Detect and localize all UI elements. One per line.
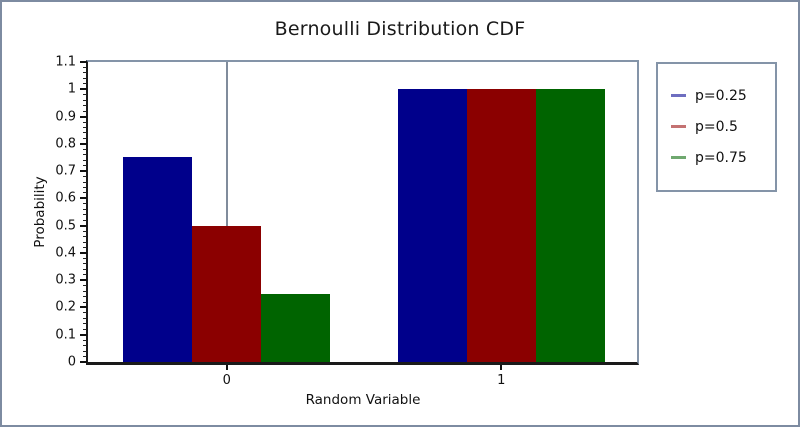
- legend-item-label: p=0.5: [695, 118, 738, 135]
- y-minor-tick: [83, 77, 87, 79]
- x-tick: [225, 365, 228, 370]
- y-minor-tick: [83, 290, 87, 292]
- y-major-tick: [80, 251, 87, 254]
- plot-area: 0 0.1 0.2 0.3 0.4 0.5 0.6 0.7 0.8 0.9 1 1.1 0 1: [55, 56, 639, 388]
- bar-p0.25-cat1: [397, 89, 467, 362]
- y-minor-tick: [83, 154, 87, 156]
- y-minor-tick: [83, 214, 87, 216]
- y-minor-tick: [83, 192, 87, 194]
- y-minor-tick: [83, 236, 87, 238]
- y-minor-tick: [83, 137, 87, 139]
- y-minor-tick: [83, 66, 87, 68]
- y-tick-label: 0.9: [55, 109, 76, 125]
- legend-line-marker-icon: [671, 125, 686, 128]
- y-minor-tick: [83, 328, 87, 330]
- y-major-tick: [80, 88, 87, 91]
- y-major-tick: [80, 170, 87, 173]
- origin-gridline: [225, 62, 228, 362]
- y-minor-tick: [83, 274, 87, 276]
- legend-item: p=0.5: [658, 111, 775, 142]
- y-major-tick: [80, 197, 87, 200]
- y-minor-tick: [83, 203, 87, 205]
- y-minor-tick: [83, 339, 87, 341]
- legend: p=0.25 p=0.5 p=0.75: [656, 62, 777, 192]
- x-tick: [500, 365, 503, 370]
- y-major-tick: [80, 306, 87, 309]
- y-major-tick: [80, 142, 87, 145]
- y-minor-tick: [83, 110, 87, 112]
- y-minor-tick: [83, 230, 87, 232]
- y-tick-label: 0.2: [55, 299, 76, 315]
- y-tick-label: 0.5: [55, 218, 76, 234]
- y-minor-tick: [83, 345, 87, 347]
- y-minor-tick: [83, 257, 87, 259]
- y-tick-label: 0.1: [55, 327, 76, 343]
- y-tick-label: 0.4: [55, 245, 76, 261]
- y-minor-tick: [83, 208, 87, 210]
- y-minor-tick: [83, 246, 87, 248]
- y-minor-tick: [83, 268, 87, 270]
- y-major-tick: [80, 279, 87, 282]
- x-tick-label: 1: [497, 373, 506, 388]
- y-tick-label: 1.1: [55, 54, 76, 70]
- y-minor-tick: [83, 296, 87, 298]
- chart-title: Bernoulli Distribution CDF: [274, 18, 526, 40]
- y-major-tick: [80, 333, 87, 336]
- y-minor-tick: [83, 105, 87, 107]
- y-minor-tick: [83, 121, 87, 123]
- y-minor-tick: [83, 219, 87, 221]
- y-minor-tick: [83, 165, 87, 167]
- y-minor-tick: [83, 186, 87, 188]
- x-tick-label: 0: [222, 373, 231, 388]
- y-minor-tick: [83, 263, 87, 265]
- y-minor-tick: [83, 241, 87, 243]
- bar-p0.5-cat1: [466, 89, 536, 362]
- legend-item-label: p=0.75: [695, 149, 747, 166]
- y-minor-tick: [83, 94, 87, 96]
- y-minor-tick: [83, 356, 87, 358]
- legend-item: p=0.25: [658, 80, 775, 111]
- y-minor-tick: [83, 99, 87, 101]
- y-major-tick: [80, 224, 87, 227]
- legend-line-marker-icon: [671, 94, 686, 97]
- y-minor-tick: [83, 132, 87, 134]
- y-minor-tick: [83, 159, 87, 161]
- y-tick-label: 0.6: [55, 190, 76, 206]
- y-minor-tick: [83, 323, 87, 325]
- y-minor-tick: [83, 317, 87, 319]
- y-minor-tick: [83, 148, 87, 150]
- legend-item-label: p=0.25: [695, 87, 747, 104]
- y-minor-tick: [83, 83, 87, 85]
- legend-item: p=0.75: [658, 142, 775, 173]
- bar-p0.25-cat0: [123, 157, 193, 362]
- y-axis-label: Probability: [32, 176, 48, 248]
- bar-p0.5-cat0: [192, 225, 262, 362]
- y-minor-tick: [83, 301, 87, 303]
- y-minor-tick: [83, 312, 87, 314]
- y-minor-tick: [83, 285, 87, 287]
- y-minor-tick: [83, 126, 87, 128]
- y-minor-tick: [83, 181, 87, 183]
- y-tick-label: 1: [67, 81, 76, 97]
- bar-p0.75-cat0: [261, 293, 331, 362]
- y-major-tick: [80, 361, 87, 363]
- x-axis-label: Random Variable: [305, 392, 421, 408]
- bar-p0.75-cat1: [535, 89, 605, 362]
- y-minor-tick: [83, 350, 87, 352]
- y-minor-tick: [83, 72, 87, 74]
- legend-line-marker-icon: [671, 156, 686, 159]
- y-tick-label: 0.3: [55, 272, 76, 288]
- y-major-tick: [80, 115, 87, 118]
- y-tick-label: 0.8: [55, 136, 76, 152]
- y-tick-label: 0: [67, 354, 76, 370]
- y-minor-tick: [83, 176, 87, 178]
- y-major-tick: [80, 61, 87, 63]
- y-tick-label: 0.7: [55, 163, 76, 179]
